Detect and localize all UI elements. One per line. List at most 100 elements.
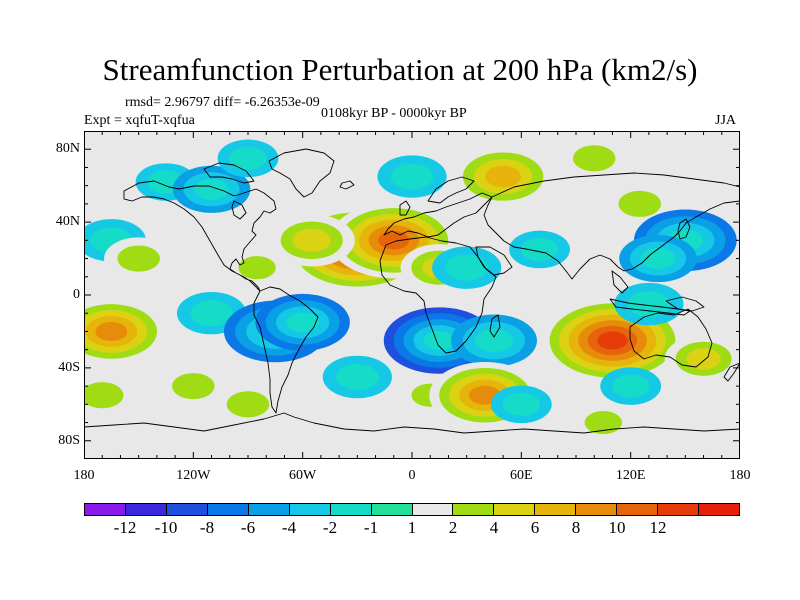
anomaly-center-19 [322, 355, 392, 399]
coast-europe [383, 192, 493, 238]
colorbar-segment [411, 503, 454, 516]
anomaly-center-32 [600, 367, 662, 405]
anomaly-contour [390, 163, 434, 190]
coast-antarctica [84, 412, 740, 434]
anomaly-contour [286, 312, 320, 333]
colorbar-label: -8 [199, 518, 215, 537]
anomaly-contour [445, 254, 488, 281]
anomaly-center-34 [572, 403, 634, 442]
anomaly-center-21 [509, 230, 570, 269]
colorbar-label: 8 [571, 518, 581, 537]
anomaly-contour [640, 248, 676, 270]
colorbar-label: -12 [113, 518, 137, 537]
anomaly-center-12 [255, 293, 350, 351]
y-tick-label: 80N [55, 141, 80, 157]
anomaly-contour [572, 145, 616, 172]
season-label: JJA [715, 113, 737, 128]
colorbar-label: 1 [407, 518, 417, 537]
colorbar-segment [329, 503, 372, 516]
coast-north-america [123, 180, 277, 292]
coast-madagascar [489, 314, 501, 338]
colorbar-label: 6 [530, 518, 540, 537]
anomaly-contour [84, 382, 124, 409]
colorbar-segment [575, 503, 618, 516]
coast-greenland [268, 148, 335, 198]
colorbar-label: 10 [608, 518, 626, 537]
anomaly-center-29 [619, 234, 697, 283]
anomaly-contour [423, 331, 456, 351]
anomaly-center-35 [490, 385, 552, 424]
x-tick-label: 60E [510, 468, 533, 483]
coast-scandinavia [427, 176, 475, 204]
colorbar-label: 12 [649, 518, 667, 537]
anomaly-center-24 [559, 137, 629, 180]
colorbar-segment [288, 503, 331, 516]
anomaly-center-18 [451, 314, 537, 367]
rmsd-diff-label: rmsd= 2.96797 diff= -6.26353e-09 [125, 95, 320, 110]
anomaly-center-20 [432, 246, 502, 289]
anomaly-center-7 [158, 364, 228, 408]
colorbar-segment [698, 503, 740, 516]
anomaly-center-2 [84, 298, 167, 365]
anomaly-center-8 [213, 383, 283, 426]
chart-title: Streamfunction Perturbation at 200 hPa (… [102, 52, 698, 87]
colorbar-segment [534, 503, 577, 516]
anomaly-contour [190, 300, 233, 327]
coast-indonesia [609, 298, 691, 316]
x-tick-label: 0 [408, 468, 416, 483]
anomaly-contour [95, 321, 128, 341]
colorbar [84, 503, 740, 516]
anomaly-contour [485, 165, 521, 188]
anomaly-center-16 [268, 214, 355, 267]
anomaly-contour [194, 178, 229, 200]
y-tick-label: 80S [58, 432, 80, 448]
anomaly-contour [336, 363, 379, 391]
colorbar-segment [247, 503, 290, 516]
anomaly-contour [238, 256, 276, 280]
anomaly-center-23 [451, 145, 555, 208]
map-plot [84, 131, 740, 459]
anomaly-contour [686, 348, 721, 370]
anomaly-center-27 [605, 182, 675, 226]
anomaly-contour [292, 228, 331, 252]
anomaly-center-6 [217, 139, 279, 178]
coast-iceland [339, 180, 355, 190]
anomaly-contour [597, 331, 628, 350]
map-svg [84, 131, 740, 459]
anomaly-contour [627, 291, 671, 318]
anomaly-center-30 [540, 297, 685, 384]
colorbar-segment [124, 503, 167, 516]
colorbar-label: -10 [154, 518, 178, 537]
coast-arctic-islands [203, 162, 255, 184]
anomaly-contour [611, 374, 650, 398]
x-tick-label: 120W [176, 468, 211, 483]
colorbar-label: 2 [448, 518, 458, 537]
y-tick-label: 40N [55, 214, 80, 230]
coast-new-zealand [723, 362, 740, 382]
anomaly-center-3 [84, 374, 137, 417]
anomaly-contour [229, 146, 267, 170]
x-tick-label: 180 [729, 468, 751, 483]
y-tick-label: 40S [58, 359, 80, 375]
anomaly-contour [618, 190, 662, 217]
anomaly-contour [502, 392, 541, 416]
x-tick-label: 60W [289, 468, 317, 483]
plot-frame-and-ticks [84, 131, 740, 459]
coast-australia [629, 308, 713, 368]
coast-south-america [253, 286, 319, 414]
colorbar-segment [84, 503, 126, 516]
x-tick-label: 180 [73, 468, 95, 483]
colorbar-segment [493, 503, 536, 516]
y-tick-label: 0 [73, 287, 80, 302]
coast-africa [379, 236, 497, 354]
colorbar-label: -6 [240, 518, 256, 537]
colorbar-segment [370, 503, 413, 516]
period-label: 0108kyr BP - 0000kyr BP [321, 106, 467, 121]
experiment-label: Expt = xqfuT-xqfua [84, 113, 195, 128]
colorbar-label: -1 [363, 518, 379, 537]
x-tick-label: 120E [615, 468, 646, 483]
coast-new-guinea [665, 296, 705, 312]
colorbar-segment [616, 503, 659, 516]
colorbar-label: -2 [322, 518, 338, 537]
anomaly-contour [172, 373, 215, 400]
